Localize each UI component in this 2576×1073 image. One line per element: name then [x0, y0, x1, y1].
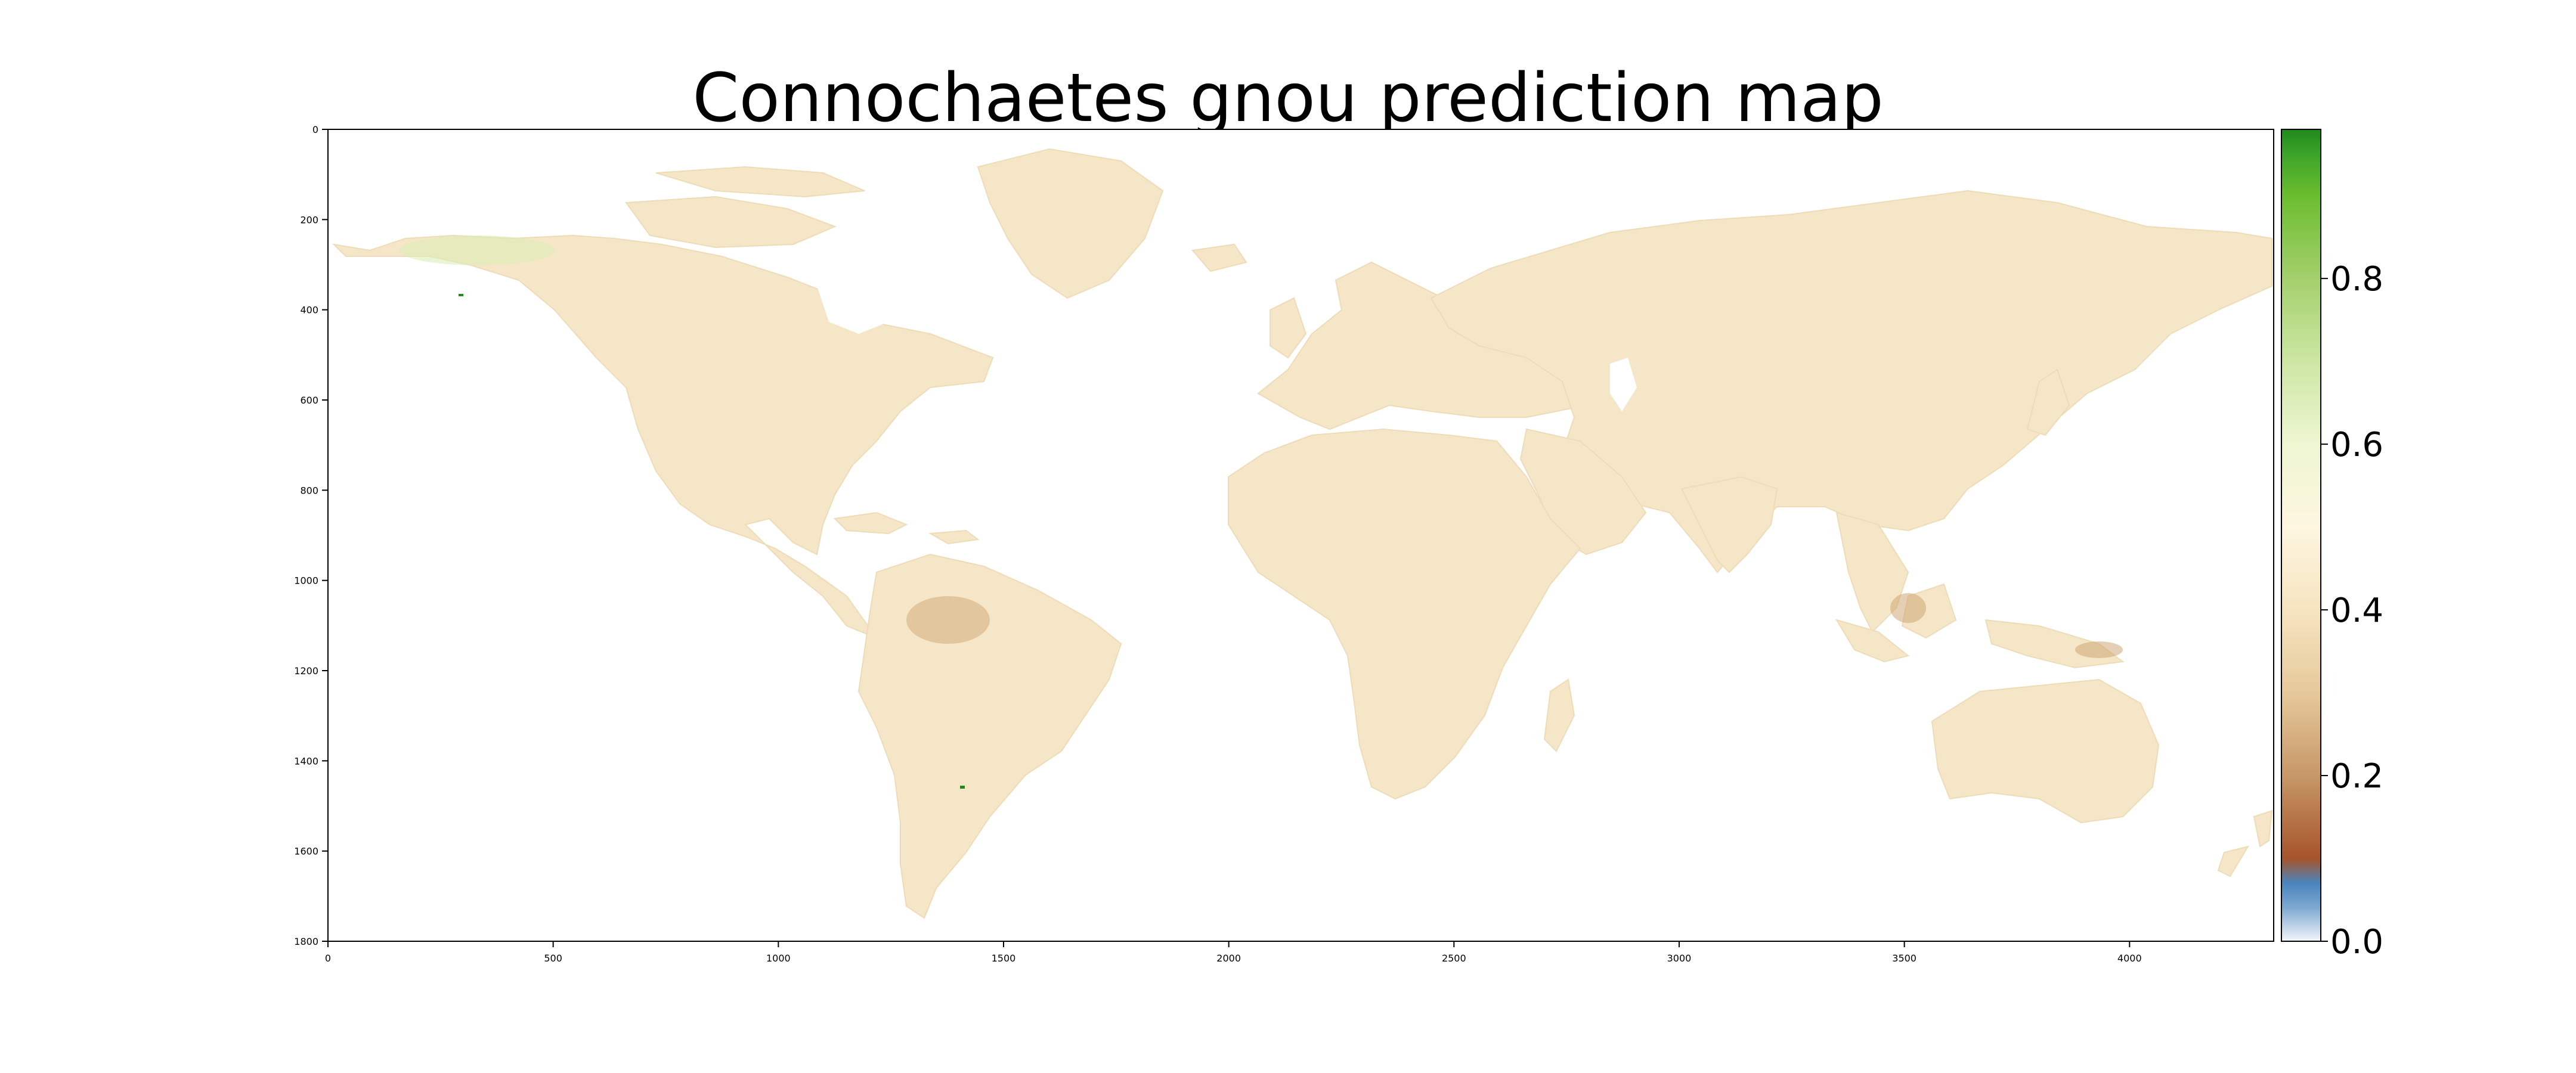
x-tick-label: 1000: [766, 953, 791, 964]
x-tick-label: 3000: [1667, 953, 1692, 964]
borneo-low-suitability: [1890, 593, 1926, 623]
africa-landmass: [1228, 428, 1581, 800]
arctic-islands-north: [655, 166, 865, 198]
south-america-landmass: [857, 553, 1122, 919]
australia-landmass: [1931, 678, 2160, 824]
x-tick-label: 500: [544, 953, 562, 964]
x-tick-label: 1500: [992, 953, 1016, 964]
madagascar-island: [1543, 678, 1575, 752]
indian-subcontinent: [1680, 476, 1778, 573]
southeast-asia: [1835, 511, 1909, 633]
colorbar-axis: 0.0 0.2 0.4 0.6 0.8: [2321, 260, 2383, 962]
x-tick-label: 2500: [1442, 953, 1466, 964]
y-tick-label: 400: [300, 305, 318, 316]
y-tick-label: 1600: [294, 846, 318, 857]
japan-islands: [2026, 368, 2070, 436]
y-axis: 0 200 400 600 800 1000 1200 1400 1600 1800: [294, 124, 328, 947]
south-america-high-pixel: [960, 786, 965, 789]
colorbar-tick-label: 0.8: [2330, 260, 2383, 299]
x-axis: 0 500 1000 1500 2000 2500 3000 3500 4000: [325, 941, 2142, 964]
iceland-island: [1191, 243, 1247, 272]
north-america-landmass: [332, 234, 994, 640]
suitability-tints: [400, 235, 2123, 789]
y-tick-label: 600: [300, 395, 318, 406]
hudson-bay: [817, 271, 894, 334]
caspian-sea: [1610, 358, 1637, 411]
amazon-low-suitability: [906, 596, 990, 644]
colorbar-tick-label: 0.0: [2330, 923, 2383, 962]
x-tick-label: 0: [325, 953, 331, 964]
y-tick-label: 0: [312, 124, 318, 135]
new-guinea-low-suitability: [2075, 641, 2123, 658]
uk-island: [1270, 297, 1307, 359]
y-tick-label: 200: [300, 214, 318, 225]
colorbar-tick-label: 0.6: [2330, 426, 2383, 464]
y-tick-label: 800: [300, 485, 318, 496]
map-axes-frame: [327, 129, 2274, 942]
land-layer: [332, 148, 2273, 919]
alaska-high-pixel: [459, 294, 463, 296]
caribbean-islands: [833, 511, 980, 545]
x-tick-label: 2000: [1216, 953, 1241, 964]
colorbar: [2281, 129, 2321, 942]
new-zealand-islands: [2217, 810, 2273, 877]
map-title: Connochaetes gnou prediction map: [692, 60, 1884, 137]
x-tick-label: 4000: [2117, 953, 2142, 964]
x-tick-label: 3500: [1892, 953, 1916, 964]
alaska-high-suitability: [400, 235, 555, 265]
colorbar-tick-label: 0.4: [2330, 591, 2383, 630]
greenland-landmass: [977, 148, 1164, 299]
y-tick-label: 1000: [294, 575, 318, 587]
y-tick-label: 1800: [294, 936, 318, 947]
y-tick-label: 1400: [294, 755, 318, 767]
y-tick-label: 1200: [294, 665, 318, 677]
arctic-archipelago: [625, 196, 837, 249]
colorbar-tick-label: 0.2: [2330, 757, 2383, 796]
